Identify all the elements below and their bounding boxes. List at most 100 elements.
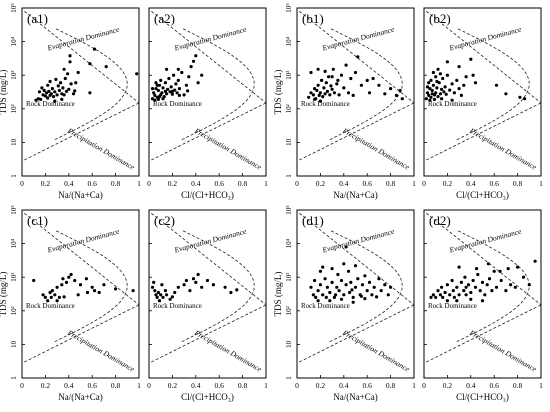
panel-b2-point — [436, 67, 440, 71]
panel-b1-point — [394, 93, 398, 97]
panel-b2-point — [435, 79, 439, 84]
panel-b2-label: (b2) — [429, 11, 451, 26]
panel-a2-point — [176, 67, 180, 71]
panel-b2-point — [430, 88, 434, 93]
panel-b2-point — [469, 57, 473, 61]
panel-c2-point — [150, 285, 155, 289]
panel-b1-inner-boundary — [329, 27, 403, 141]
panel-b1-point — [400, 97, 404, 101]
panel-a2-point — [153, 98, 157, 102]
panel-d2-x-tick-label: 0.2 — [443, 381, 453, 390]
panel-c1-annotation-rock: Rock Dominance — [26, 302, 75, 310]
panel-a2-point — [155, 83, 159, 87]
panel-d2-point — [490, 289, 494, 293]
panel-b2-x-tick-label: 0.2 — [443, 179, 453, 188]
panel-b1-point — [346, 91, 351, 95]
panel-a1-point — [45, 91, 49, 95]
panel-a2-point — [156, 97, 160, 101]
panel-a2-point — [174, 82, 178, 86]
panel-d1-point — [318, 283, 322, 287]
panel-a2-point — [165, 92, 169, 96]
panel-d2-point — [469, 290, 473, 295]
panel-a2-point — [170, 89, 174, 93]
panel-a1-point — [88, 91, 92, 95]
panel-b2-point — [445, 60, 449, 64]
panel-b1-x-tick-label: 0.2 — [316, 179, 326, 188]
panel-d2-point — [455, 285, 459, 289]
panel-c1-point — [92, 289, 97, 293]
panel-b2-point — [434, 91, 438, 95]
panel-d2-point — [443, 290, 447, 295]
panel-c1-x-tick-label: 0.6 — [88, 381, 98, 390]
panel-c2-point — [160, 283, 164, 287]
panel-d1-point — [321, 293, 325, 297]
panel-a1-point — [46, 96, 50, 100]
panel-c2-point — [157, 299, 162, 303]
panel-a2-point — [157, 95, 162, 99]
panel-d2-precipitation-boundary — [426, 304, 542, 363]
panel-a1-point — [66, 72, 70, 76]
panel-b1-point — [309, 70, 313, 75]
panel-a1-point — [135, 72, 139, 76]
panel-c1-point — [67, 275, 71, 279]
panel-c1-inner-boundary — [54, 229, 128, 343]
panel-d2-point — [457, 293, 461, 297]
panel-a1-y-tick-label: 10⁵ — [10, 3, 18, 13]
panel-c1-point — [78, 283, 83, 287]
panel-b2-point — [442, 90, 446, 94]
panel-b1-y-tick-label: 10 — [285, 138, 293, 146]
panel-a1-point — [92, 47, 97, 51]
panel-a1-precipitation-boundary — [24, 102, 140, 161]
panel-d1-point — [344, 283, 348, 287]
panel-d1-point — [389, 285, 393, 289]
panel-a1-point — [40, 86, 44, 90]
panel-c1-y-axis-label: TDS (mg/L) — [0, 272, 8, 317]
panel-c2-evaporation-boundary — [151, 212, 267, 306]
panel-a2-point — [153, 93, 157, 97]
panel-a1-point — [62, 93, 66, 97]
panel-d2-point — [499, 278, 503, 283]
panel-b2-point — [464, 75, 468, 79]
panel-d2-point — [513, 285, 517, 289]
panel-d2-point — [459, 280, 463, 284]
panel-a2-x-axis-label: Cl/(Cl+HCO₃) — [181, 190, 234, 200]
panel-b1-point — [311, 93, 315, 97]
panel-b1-x-tick-label: 0.4 — [339, 179, 349, 188]
panel-a1-point — [55, 93, 59, 97]
panel-b1-y-tick-label: 10² — [285, 104, 293, 113]
panel-d2-point — [478, 289, 482, 293]
panel-b1-point — [331, 67, 335, 71]
panel-a1-point — [88, 62, 92, 66]
panel-c2-annotation-rock: Rock Dominance — [153, 302, 202, 310]
panel-a1-x-tick-label: 0.8 — [111, 179, 121, 188]
panel-a2-point — [154, 81, 158, 85]
panel-c1-point — [53, 293, 57, 297]
panel-d2-point — [452, 295, 456, 299]
panel-b2-x-tick-label: 0.6 — [490, 179, 500, 188]
panel-d1-point — [344, 245, 348, 249]
panel-d1-point — [372, 285, 376, 289]
panel-d1-point — [330, 280, 334, 284]
panel-a1-x-tick-label: 0 — [20, 179, 24, 188]
panel-b1-point — [323, 69, 327, 73]
panel-a1-point — [59, 81, 63, 85]
panel-c2-point — [163, 289, 167, 293]
panel-c1-point — [57, 295, 62, 299]
panel-c2-frame — [148, 209, 267, 379]
panel-b2-point — [427, 81, 431, 85]
panel-d2-point — [480, 280, 485, 284]
panel-a1-y-tick-label: 10² — [10, 104, 18, 113]
panel-b2-point — [452, 91, 456, 95]
panel-b2-point — [448, 88, 452, 92]
panel-b1-precipitation-boundary — [299, 102, 415, 161]
panel-c1-x-tick-label: 0.4 — [64, 381, 74, 390]
panel-a1-point — [61, 86, 65, 90]
panel-d2-point — [450, 278, 454, 283]
panel-a1-point — [63, 76, 67, 81]
panel-a1-y-tick-label: 1 — [10, 174, 18, 178]
panel-b1-point — [328, 93, 332, 97]
panel-d2-x-tick-label: 0.8 — [513, 381, 523, 390]
panel-d1-point — [379, 289, 383, 293]
panel-c2-point — [188, 289, 192, 293]
